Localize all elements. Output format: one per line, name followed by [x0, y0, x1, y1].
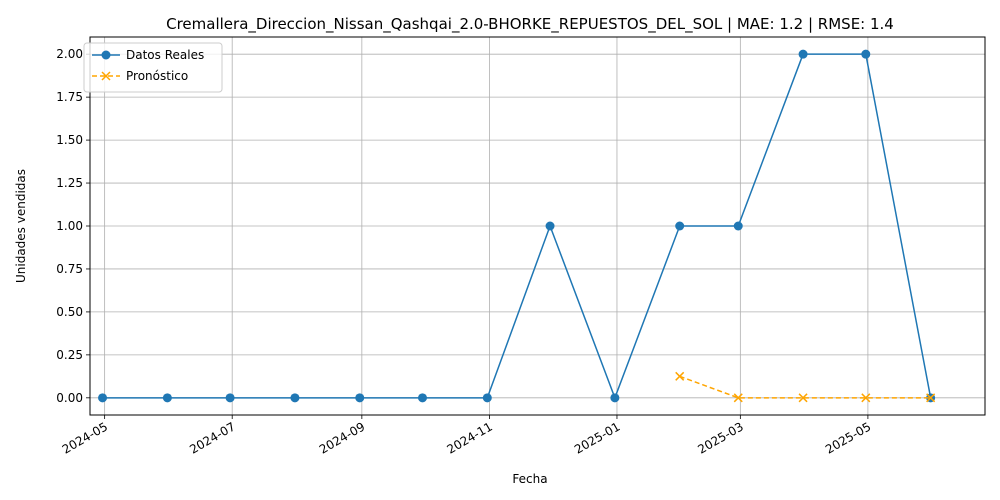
legend-label-datos-reales: Datos Reales [126, 48, 204, 62]
data-point-datos-reales [482, 393, 492, 403]
y-tick-label: 1.50 [56, 133, 83, 147]
legend-marker-datos-reales [101, 50, 111, 60]
data-point-pronostico [861, 393, 871, 403]
data-point-pronostico [733, 393, 743, 403]
data-point-datos-reales [162, 393, 172, 403]
legend-label-pronostico: Pronóstico [126, 69, 188, 83]
y-tick-label: 0.50 [56, 305, 83, 319]
data-point-datos-reales [417, 393, 427, 403]
y-axis-title: Unidades vendidas [14, 169, 28, 283]
data-point-datos-reales [610, 393, 620, 403]
y-tick-label: 1.00 [56, 219, 83, 233]
series-line-datos-reales [102, 53, 932, 400]
series-line-pronostico [679, 375, 931, 399]
legend-marker-pronostico [101, 71, 111, 81]
y-tick-label: 1.25 [56, 176, 83, 190]
data-point-datos-reales [733, 221, 743, 231]
series-layer [98, 49, 936, 403]
y-tick-label: 1.75 [56, 90, 83, 104]
y-tick-label: 0.75 [56, 262, 83, 276]
y-axis-ticks: 0.00 0.25 0.50 0.75 1.00 1.25 1.50 1.75 2.00 [56, 47, 90, 405]
data-point-datos-reales [798, 49, 808, 59]
data-point-datos-reales [290, 393, 300, 403]
x-axis-title: Fecha [512, 472, 547, 486]
legend: Datos Reales Pronóstico [83, 42, 223, 93]
data-point-pronostico [798, 393, 808, 403]
data-point-datos-reales [225, 393, 235, 403]
data-point-pronostico [926, 393, 936, 403]
data-point-datos-reales [355, 393, 365, 403]
chart-title: Cremallera_Direccion_Nissan_Qashqai_2.0-… [166, 15, 894, 34]
y-tick-label: 0.25 [56, 348, 83, 362]
data-point-pronostico [675, 371, 685, 381]
data-point-datos-reales [545, 221, 555, 231]
data-point-datos-reales [861, 49, 871, 59]
y-tick-label: 2.00 [56, 47, 83, 61]
data-point-datos-reales [98, 393, 108, 403]
y-tick-label: 0.00 [56, 391, 83, 405]
data-point-datos-reales [675, 221, 685, 231]
